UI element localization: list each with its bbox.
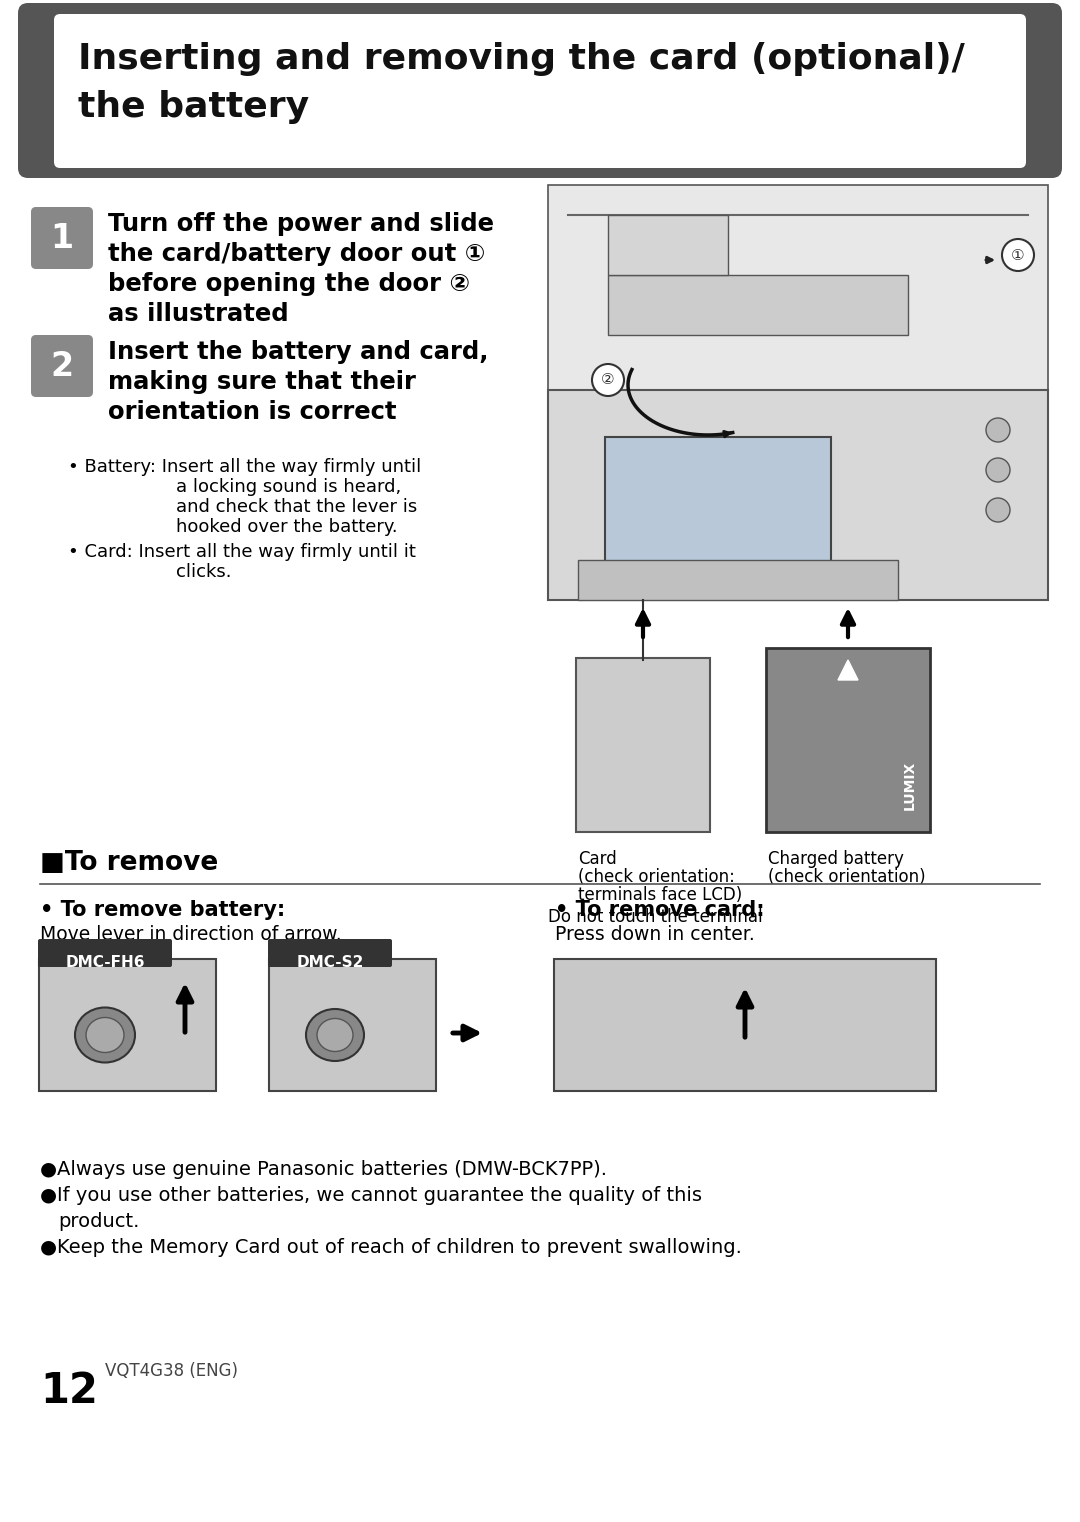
FancyBboxPatch shape [38, 939, 172, 966]
Text: ■To remove: ■To remove [40, 849, 218, 877]
Text: product.: product. [58, 1212, 139, 1231]
Text: LUMIX: LUMIX [903, 761, 917, 810]
Text: • To remove card:: • To remove card: [555, 900, 765, 919]
Circle shape [986, 458, 1010, 482]
Text: • Battery: Insert all the way firmly until: • Battery: Insert all the way firmly unt… [68, 458, 421, 476]
Text: making sure that their: making sure that their [108, 370, 416, 394]
Text: ①: ① [1011, 248, 1025, 262]
Text: (check orientation:: (check orientation: [578, 868, 734, 886]
Text: Move lever in direction of arrow.: Move lever in direction of arrow. [40, 925, 341, 944]
FancyBboxPatch shape [54, 14, 1026, 167]
Text: orientation is correct: orientation is correct [108, 400, 396, 425]
FancyBboxPatch shape [605, 437, 831, 583]
Circle shape [592, 364, 624, 396]
Text: Turn off the power and slide: Turn off the power and slide [108, 212, 494, 236]
Text: Card: Card [578, 849, 617, 868]
Text: ●Always use genuine Panasonic batteries (DMW-BCK7PP).: ●Always use genuine Panasonic batteries … [40, 1160, 607, 1180]
FancyBboxPatch shape [548, 186, 1048, 405]
Text: • Card: Insert all the way firmly until it: • Card: Insert all the way firmly until … [68, 543, 416, 562]
Text: 1: 1 [51, 222, 73, 254]
Text: as illustrated: as illustrated [108, 301, 288, 326]
Text: Insert the battery and card,: Insert the battery and card, [108, 339, 488, 364]
Text: DMC-FH6: DMC-FH6 [65, 954, 145, 970]
Text: Do not touch the terminal: Do not touch the terminal [548, 909, 762, 925]
Text: ●If you use other batteries, we cannot guarantee the quality of this: ●If you use other batteries, we cannot g… [40, 1186, 702, 1205]
Text: Press down in center.: Press down in center. [555, 925, 755, 944]
Polygon shape [838, 661, 858, 680]
FancyBboxPatch shape [554, 959, 936, 1091]
Text: VQT4G38 (ENG): VQT4G38 (ENG) [105, 1362, 238, 1380]
Ellipse shape [318, 1018, 353, 1052]
FancyBboxPatch shape [268, 939, 392, 966]
FancyBboxPatch shape [576, 658, 710, 833]
Text: 2: 2 [51, 350, 73, 382]
Bar [578, 560, 897, 600]
Text: clicks.: clicks. [176, 563, 231, 581]
Circle shape [986, 498, 1010, 522]
Text: Charged battery: Charged battery [768, 849, 904, 868]
FancyBboxPatch shape [548, 390, 1048, 600]
Circle shape [1002, 239, 1034, 271]
Text: hooked over the battery.: hooked over the battery. [176, 517, 397, 536]
Text: (check orientation): (check orientation) [768, 868, 926, 886]
FancyBboxPatch shape [18, 3, 1062, 178]
Bar [608, 215, 728, 275]
Text: • To remove battery:: • To remove battery: [40, 900, 285, 919]
Ellipse shape [86, 1018, 124, 1053]
Text: ●Keep the Memory Card out of reach of children to prevent swallowing.: ●Keep the Memory Card out of reach of ch… [40, 1237, 742, 1257]
Text: ②: ② [602, 373, 615, 388]
Circle shape [986, 419, 1010, 441]
Ellipse shape [75, 1008, 135, 1062]
FancyBboxPatch shape [31, 207, 93, 269]
Text: before opening the door ②: before opening the door ② [108, 272, 470, 295]
Text: a locking sound is heard,: a locking sound is heard, [176, 478, 402, 496]
Text: the card/battery door out ①: the card/battery door out ① [108, 242, 485, 266]
FancyBboxPatch shape [269, 959, 436, 1091]
Text: DMC-S2: DMC-S2 [296, 954, 364, 970]
Bar [608, 275, 908, 335]
FancyBboxPatch shape [766, 648, 930, 833]
Text: Inserting and removing the card (optional)/: Inserting and removing the card (optiona… [78, 43, 964, 76]
Text: the battery: the battery [78, 90, 309, 123]
FancyBboxPatch shape [39, 959, 216, 1091]
FancyBboxPatch shape [31, 335, 93, 397]
Text: and check that the lever is: and check that the lever is [176, 498, 417, 516]
Text: 12: 12 [40, 1370, 98, 1412]
Ellipse shape [306, 1009, 364, 1061]
Text: terminals face LCD): terminals face LCD) [578, 886, 742, 904]
